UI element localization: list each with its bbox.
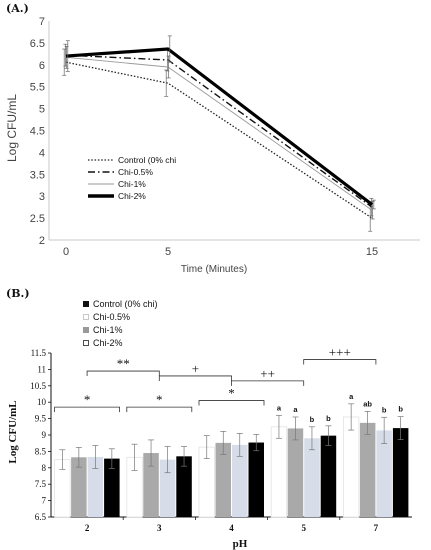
panel-b-significance-mark: * xyxy=(84,392,91,407)
panel-b-bar xyxy=(232,444,248,517)
legend-marker-control xyxy=(83,301,89,307)
panel-b-y-tick-label: 9.5 xyxy=(35,414,47,424)
panel-b-bar xyxy=(359,422,376,517)
panel-b-y-tick-label: 7 xyxy=(42,496,47,506)
panel-b-significance-mark: +++ xyxy=(329,345,351,360)
panel-b-x-tick-label: 4 xyxy=(229,523,234,533)
panel-b-y-tick-label: 11.5 xyxy=(31,348,47,358)
panel-b-bar-letter: b xyxy=(382,405,387,414)
panel-b-bar xyxy=(376,430,392,517)
panel-a-y-tick-label: 7 xyxy=(39,16,45,28)
panel-b-bar xyxy=(176,456,192,517)
panel-b-y-axis-label: Log CFU/mL xyxy=(7,400,19,463)
panel-b-bar-letter: b xyxy=(326,414,331,423)
panel-a-y-tick-label: 3 xyxy=(39,191,45,203)
panel-b-significance-bracket xyxy=(126,406,193,413)
panel-a: (A.) Log CFU/mL Time (Minutes) 2 2.5 3 3.5 4… xyxy=(5,2,420,275)
panel-b-bar xyxy=(270,426,288,518)
panel-a-y-tick-label: 6 xyxy=(39,60,45,72)
legend-marker-chi-1 xyxy=(83,327,89,333)
panel-b-significance-bracket xyxy=(198,400,265,406)
panel-b-bar xyxy=(87,456,104,517)
panel-b-bar-letter: ab xyxy=(363,399,372,408)
panel-b-bar xyxy=(143,453,159,517)
panel-b-x-tick-label: 2 xyxy=(85,523,90,533)
panel-a-x-tick-label: 15 xyxy=(366,246,378,258)
legend-label-control: Control (0% chi xyxy=(118,155,176,165)
panel-a-y-tick-label: 2.5 xyxy=(30,213,45,225)
panel-b-bar-letter: a xyxy=(293,405,298,414)
panel-a-y-tick-label: 4.5 xyxy=(30,126,45,138)
panel-b-significance-mark: ** xyxy=(117,356,130,371)
panel-b-bar-letter: b xyxy=(398,405,403,414)
legend-label-chi-0-5-b: Chi-0.5% xyxy=(93,312,130,322)
panel-a-y-tick-label: 6.5 xyxy=(30,38,45,50)
panel-a-series-line-1 xyxy=(65,54,373,208)
panel-b-y-tick-label: 6.5 xyxy=(35,512,47,522)
panel-a-legend: Control (0% chi Chi-0.5% Chi-1% Chi-2% xyxy=(88,155,176,201)
panel-b-bar-letter: a xyxy=(277,403,282,412)
panel-b-significance-bracket xyxy=(158,375,232,381)
panel-b-bar xyxy=(159,459,176,517)
panel-a-y-tick-label: 5 xyxy=(39,104,45,116)
panel-a-y-tick-label: 2 xyxy=(39,235,45,247)
panel-b-bar xyxy=(304,438,320,517)
panel-a-series xyxy=(62,35,376,232)
panel-b-y-tick-label: 8 xyxy=(42,463,47,473)
panel-a-series-line-3 xyxy=(65,47,373,206)
panel-a-y-tick-label: 5.5 xyxy=(30,82,45,94)
panel-b-significance-bracket xyxy=(303,359,377,365)
panel-b-significance-mark: + xyxy=(192,361,199,376)
legend-label-chi-2-b: Chi-2% xyxy=(93,338,123,348)
panel-b-y-tick-label: 9 xyxy=(42,430,47,440)
panel-a-y-tick-label: 3.5 xyxy=(30,169,45,181)
panel-b-y-tick-label: 7.5 xyxy=(35,479,47,489)
legend-label-chi-1-b: Chi-1% xyxy=(93,325,123,335)
panel-b-significance: * * *** + +++++ xyxy=(54,345,377,413)
panel-b-bar-letter: a xyxy=(349,392,354,401)
panel-b-x-tick-label: 7 xyxy=(374,523,379,533)
panel-b-significance-mark: * xyxy=(228,386,235,401)
legend-label-chi-0-5: Chi-0.5% xyxy=(118,167,153,177)
panel-a-label: (A.) xyxy=(6,2,29,15)
legend-label-chi-2: Chi-2% xyxy=(118,191,146,201)
legend-marker-chi-2 xyxy=(83,340,89,346)
panel-a-x-tick-label: 0 xyxy=(63,246,69,258)
panel-b-significance-bracket xyxy=(86,370,160,377)
panel-b-y-tick-label: 10.5 xyxy=(30,381,46,391)
panel-b-bar xyxy=(71,457,87,517)
panel-a-y-tick-label: 4 xyxy=(39,147,45,159)
panel-b-significance-mark: ++ xyxy=(260,366,275,381)
panel-b-y-tick-label: 11 xyxy=(37,364,46,374)
panel-b-x-tick-label: 3 xyxy=(157,523,162,533)
panel-b-bar xyxy=(320,435,337,517)
panel-b-significance-bracket xyxy=(54,406,120,413)
panel-b-legend: Control (0% chi) Chi-0.5% Chi-1% Chi-2% xyxy=(83,299,158,348)
panel-b-bar xyxy=(104,458,120,517)
panel-b-bar-letter: b xyxy=(310,415,315,424)
panel-b-significance-mark: * xyxy=(156,392,163,407)
panel-b: (B.) Log CFU/mL pH 6.5 7 7.5 8 8.5 9 9.5 10 10.5… xyxy=(6,287,412,550)
panel-b-y-tick-label: 8.5 xyxy=(35,446,47,456)
panel-b-x-axis-label: pH xyxy=(233,538,248,550)
panel-b-bar xyxy=(392,428,409,517)
panel-a-y-axis-label: Log CFU/mL xyxy=(5,94,19,162)
panel-b-bar xyxy=(342,416,360,518)
panel-b-label: (B.) xyxy=(6,287,30,300)
panel-b-significance-bracket xyxy=(231,380,305,386)
panel-b-y-tick-label: 10 xyxy=(37,397,47,407)
legend-label-chi-1: Chi-1% xyxy=(118,179,146,189)
panel-a-x-axis-label: Time (Minutes) xyxy=(181,264,247,275)
legend-marker-chi-0-5 xyxy=(83,314,89,320)
panel-b-bar xyxy=(215,442,231,517)
panel-a-axes: 2 2.5 3 3.5 4 4.5 5 5.5 6 6.5 7 0 5 15 xyxy=(30,16,420,258)
panel-a-x-tick-label: 5 xyxy=(165,246,171,258)
panel-b-bar xyxy=(248,442,264,517)
panel-a-series-line-2 xyxy=(65,56,373,211)
legend-label-control-b: Control (0% chi) xyxy=(93,299,158,309)
panel-b-x-tick-label: 5 xyxy=(301,523,306,533)
panel-b-bar xyxy=(287,428,304,517)
